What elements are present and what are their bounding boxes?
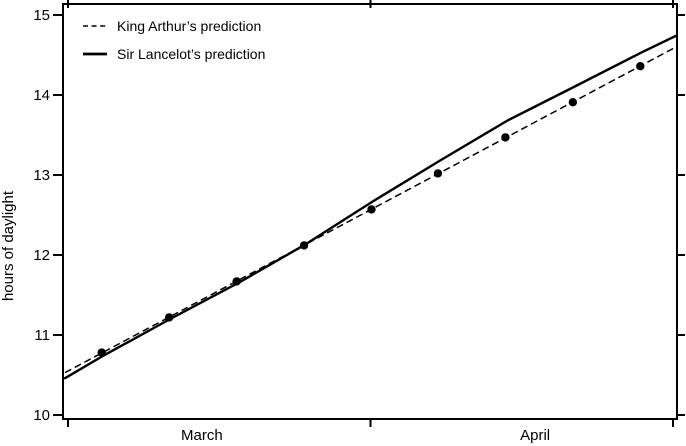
y-tick-label: 15 [33, 7, 50, 24]
x-month-label: April [520, 427, 550, 444]
data-point [232, 277, 241, 286]
y-tick-label: 14 [33, 87, 50, 104]
y-axis-label: hours of daylight [0, 190, 17, 301]
data-point [501, 133, 510, 142]
data-point [367, 205, 376, 214]
x-month-label: March [181, 427, 223, 444]
data-point [97, 348, 106, 357]
legend: King Arthur’s prediction Sir Lancelot’s … [83, 12, 265, 68]
sir-lancelot-prediction-line [63, 34, 678, 380]
y-tick-label: 13 [33, 167, 50, 184]
data-point [433, 169, 443, 178]
solid-line-swatch-icon [83, 52, 107, 56]
y-tick-label: 10 [33, 407, 50, 424]
legend-item-king-arthur: King Arthur’s prediction [83, 12, 265, 40]
data-point [299, 241, 309, 250]
data-point [636, 61, 645, 71]
legend-label-king-arthur: King Arthur’s prediction [117, 18, 262, 34]
y-tick-label: 12 [33, 247, 50, 264]
y-tick-label: 11 [34, 327, 50, 344]
dashed-line-swatch-icon [83, 25, 107, 27]
data-point [164, 313, 174, 322]
data-point [568, 98, 578, 107]
legend-label-sir-lancelot: Sir Lancelot’s prediction [117, 46, 266, 62]
legend-item-sir-lancelot: Sir Lancelot’s prediction [83, 40, 265, 68]
